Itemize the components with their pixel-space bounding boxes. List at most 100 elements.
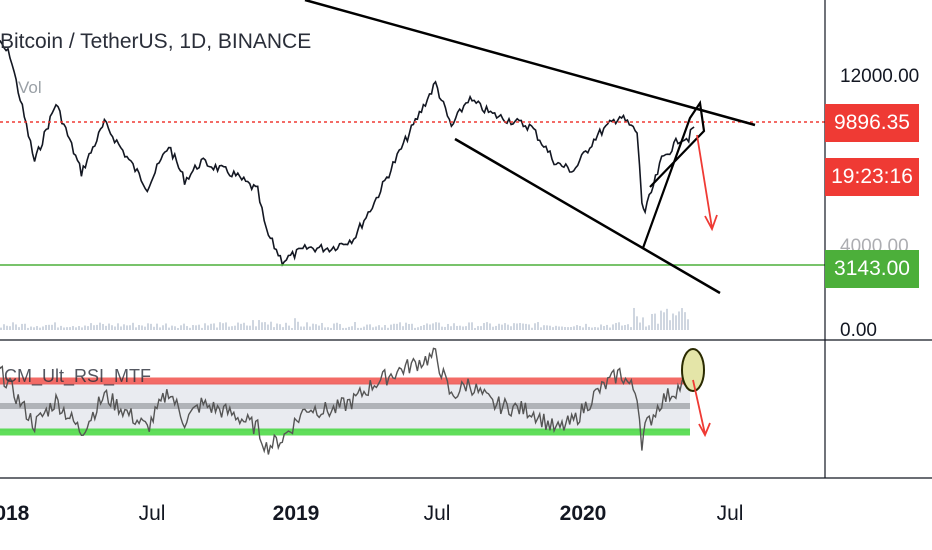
volume-bar bbox=[348, 326, 350, 330]
volume-bar bbox=[60, 325, 62, 330]
volume-bar bbox=[639, 322, 641, 330]
volume-bar bbox=[261, 322, 263, 330]
volume-bar bbox=[51, 324, 53, 330]
volume-bar bbox=[18, 327, 20, 330]
volume-bar bbox=[210, 323, 212, 330]
volume-bar bbox=[291, 327, 293, 330]
volume-bar bbox=[276, 323, 278, 330]
volume-bar bbox=[114, 326, 116, 330]
volume-bar bbox=[204, 323, 206, 330]
volume-bar bbox=[540, 327, 542, 330]
volume-bar bbox=[282, 327, 284, 330]
volume-bar bbox=[192, 325, 194, 330]
volume-bar bbox=[618, 322, 620, 330]
down-arrow-price-head bbox=[704, 214, 718, 232]
volume-bar bbox=[207, 325, 209, 330]
volume-bar bbox=[111, 325, 113, 330]
volume-bar bbox=[525, 323, 527, 330]
volume-bar bbox=[81, 327, 83, 330]
volume-bar bbox=[558, 326, 560, 330]
x-tick-2020: 2020 bbox=[559, 502, 607, 525]
volume-bar bbox=[138, 325, 140, 330]
volume-bar bbox=[117, 323, 119, 330]
volume-bar bbox=[681, 308, 683, 330]
volume-bar bbox=[288, 325, 290, 330]
volume-bar bbox=[93, 325, 95, 330]
volume-bar bbox=[483, 323, 485, 330]
volume-bar bbox=[267, 324, 269, 330]
volume-bar bbox=[30, 326, 32, 330]
volume-bar bbox=[96, 324, 98, 330]
volume-bar bbox=[159, 327, 161, 330]
volume-bar bbox=[342, 327, 344, 330]
volume-bar bbox=[522, 323, 524, 330]
volume-bar bbox=[480, 326, 482, 330]
volume-bar bbox=[240, 323, 242, 330]
volume-bar bbox=[477, 326, 479, 330]
volume-bar bbox=[234, 325, 236, 330]
volume-bar bbox=[153, 326, 155, 330]
support-price-tag: 3143.00 bbox=[825, 250, 919, 288]
volume-bar bbox=[141, 325, 143, 330]
volume-bar bbox=[294, 318, 296, 330]
volume-bar bbox=[327, 327, 329, 330]
volume-bar bbox=[549, 325, 551, 330]
volume-bar bbox=[630, 327, 632, 330]
volume-bar bbox=[201, 327, 203, 330]
volume-bar bbox=[489, 323, 491, 330]
volume-bar bbox=[675, 315, 677, 330]
rsi-series bbox=[0, 347, 695, 455]
volume-bar bbox=[459, 325, 461, 330]
volume-bar bbox=[465, 326, 467, 330]
volume-bar bbox=[255, 326, 257, 330]
volume-bar bbox=[468, 322, 470, 330]
volume-bar bbox=[99, 322, 101, 330]
volume-bar bbox=[315, 324, 317, 330]
volume-bar bbox=[324, 327, 326, 330]
volume-bar bbox=[333, 323, 335, 330]
volume-bar bbox=[285, 322, 287, 330]
down-arrow-price bbox=[696, 134, 713, 229]
volume-bar bbox=[0, 327, 2, 330]
volume-bar bbox=[501, 324, 503, 330]
price-series bbox=[0, 39, 695, 267]
volume-bar bbox=[135, 327, 137, 330]
volume-bar bbox=[546, 325, 548, 330]
volume-bar bbox=[231, 326, 233, 330]
volume-bar bbox=[627, 324, 629, 330]
volume-bar bbox=[399, 322, 401, 330]
volume-bar bbox=[69, 327, 71, 330]
volume-bar bbox=[306, 322, 308, 330]
volume-bar bbox=[183, 323, 185, 330]
volume-bar bbox=[621, 325, 623, 330]
volume-bar bbox=[669, 320, 671, 330]
volume-bar bbox=[417, 327, 419, 330]
volume-bar bbox=[189, 327, 191, 330]
volume-bar bbox=[12, 322, 14, 330]
volume-bar bbox=[438, 322, 440, 330]
volume-bar bbox=[654, 313, 656, 330]
price-tick-zero: 0.00 bbox=[840, 320, 877, 341]
volume-bar bbox=[600, 324, 602, 330]
volume-bar bbox=[645, 326, 647, 330]
volume-bar bbox=[264, 322, 266, 330]
volume-bar bbox=[3, 324, 5, 330]
volume-bar bbox=[129, 325, 131, 330]
volume-bar bbox=[375, 326, 377, 330]
volume-bar bbox=[330, 327, 332, 330]
volume-label: Vol bbox=[18, 78, 42, 97]
volume-bar bbox=[519, 322, 521, 330]
volume-bar bbox=[15, 324, 17, 330]
volume-bar bbox=[186, 326, 188, 330]
volume-bar bbox=[369, 324, 371, 330]
volume-bar bbox=[156, 323, 158, 330]
x-tick-2019: 2019 bbox=[272, 502, 320, 525]
volume-bar bbox=[687, 319, 689, 330]
volume-bar bbox=[408, 324, 410, 330]
indicator-label: CM_Ult_RSI_MTF bbox=[4, 366, 152, 386]
volume-bar bbox=[249, 325, 251, 330]
trendline-upper bbox=[304, 0, 756, 127]
volume-bar bbox=[168, 327, 170, 330]
volume-bar bbox=[411, 323, 413, 330]
volume-bar bbox=[393, 323, 395, 330]
